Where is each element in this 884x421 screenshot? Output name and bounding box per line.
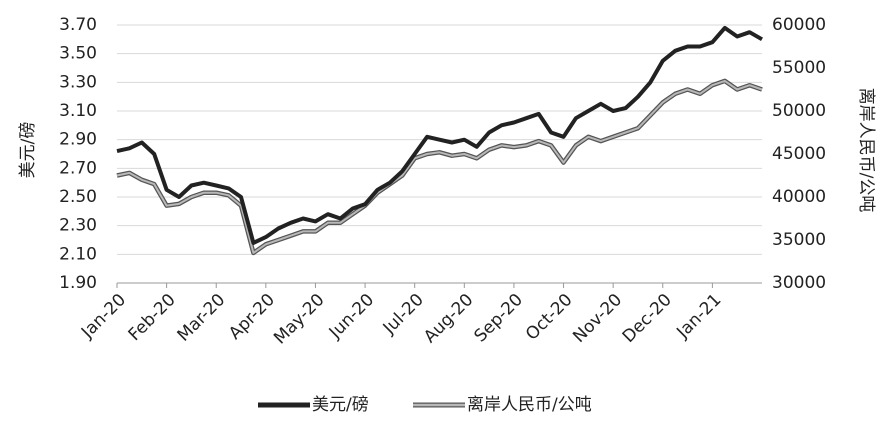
series-line [116, 25, 763, 245]
legend-label: 离岸人民币/公吨 [467, 395, 592, 415]
y-tick-label: 1.90 [59, 273, 97, 293]
x-tick-label: Aug-20 [420, 290, 477, 347]
x-tick-label: Dec-20 [619, 290, 676, 347]
y2-tick-label: 60000 [772, 15, 826, 35]
x-tick-label: Jan-20 [77, 290, 130, 343]
legend-label: 美元/磅 [312, 395, 369, 415]
x-tick-label: Sep-20 [471, 290, 527, 346]
y-tick-label: 3.50 [59, 44, 97, 64]
x-tick-label: Jan-21 [672, 290, 725, 343]
y-tick-label: 2.70 [59, 158, 97, 178]
y-tick-label: 2.10 [59, 244, 97, 264]
x-tick-label: Jun-20 [325, 290, 378, 343]
y-tick-label: 2.90 [59, 130, 97, 150]
x-tick-label: Feb-20 [125, 290, 180, 345]
y2-tick-label: 55000 [772, 58, 826, 78]
y2-tick-label: 30000 [772, 273, 826, 293]
y-tick-label: 3.10 [59, 101, 97, 121]
x-tick-label: Mar-20 [174, 290, 230, 346]
x-tick-label: May-20 [270, 290, 328, 348]
y-tick-label: 2.50 [59, 187, 97, 207]
y2-axis-title: 离岸人民币/公吨 [856, 88, 876, 213]
y-axis-title: 美元/磅 [18, 122, 38, 179]
y-tick-label: 2.30 [59, 216, 97, 236]
y2-tick-label: 45000 [772, 144, 826, 164]
x-tick-label: Oct-20 [522, 290, 577, 345]
series-line [116, 79, 763, 254]
y2-tick-label: 40000 [772, 187, 826, 207]
x-tick-label: Nov-20 [569, 290, 626, 347]
y2-tick-label: 50000 [772, 101, 826, 121]
y2-tick-label: 35000 [772, 230, 826, 250]
y-tick-label: 3.30 [59, 72, 97, 92]
y-tick-label: 3.70 [59, 15, 97, 35]
series-outline [116, 78, 763, 256]
